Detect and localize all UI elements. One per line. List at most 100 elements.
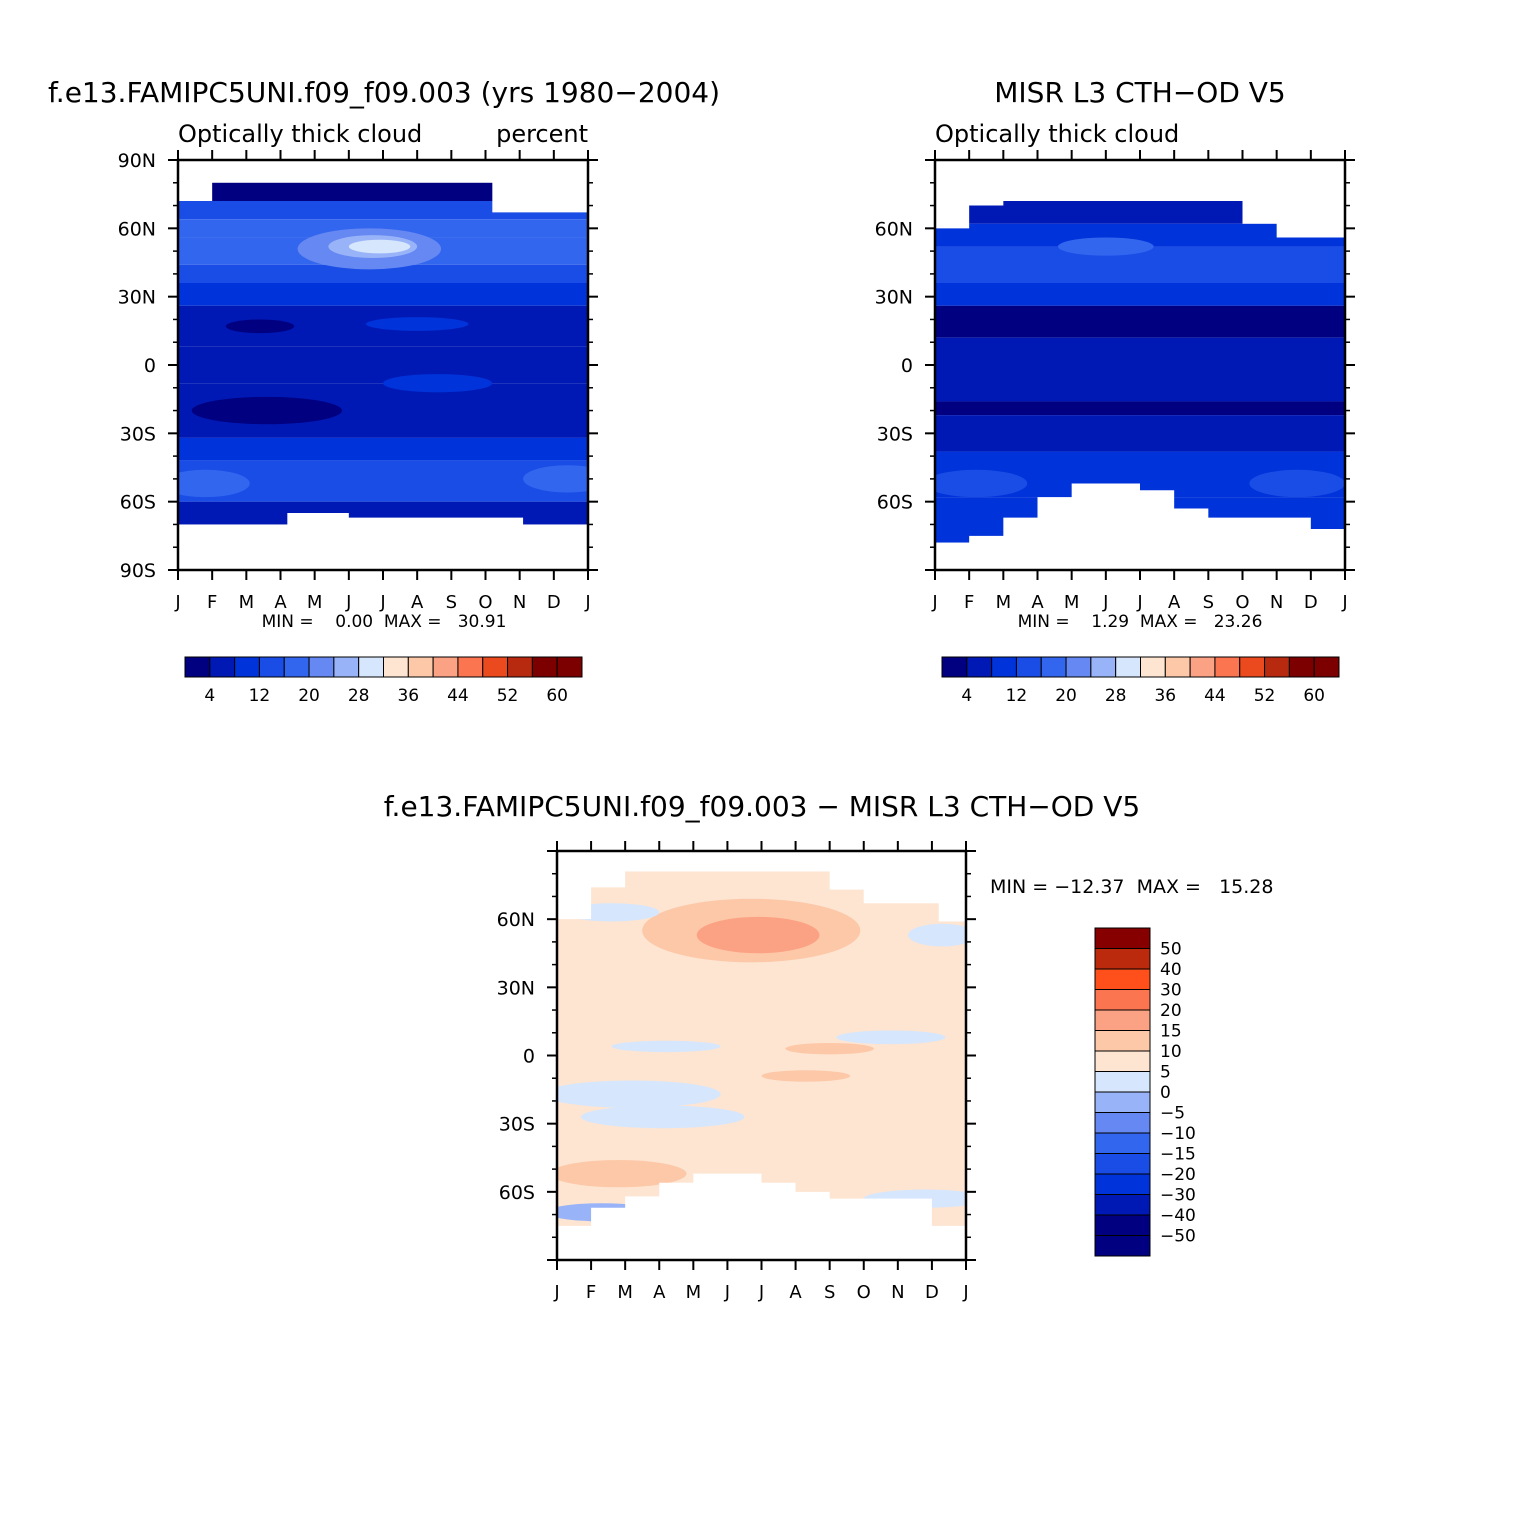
x-tick-label: A: [1031, 592, 1044, 613]
x-tick-label: D: [547, 592, 561, 613]
colorbar-swatch: [1094, 1173, 1151, 1195]
x-tick-label: M: [307, 592, 323, 613]
x-tick-label: F: [586, 1282, 596, 1303]
x-tick-label: M: [617, 1282, 633, 1303]
panel-model-colorbar: 4 12 20 28 36 44 52 60: [184, 656, 583, 706]
y-tick-label: 30N: [497, 977, 535, 999]
contour-region: [580, 1105, 745, 1129]
contour-region: [557, 1160, 687, 1188]
missing-data-mask: [178, 160, 588, 213]
contour-field: [178, 160, 588, 570]
y-tick-label: 30S: [120, 423, 156, 445]
panel-diff: f.e13.FAMIPC5UNI.f09_f09.003 − MISR L3 C…: [384, 790, 1274, 1303]
colorbar-label: 20: [1160, 1001, 1182, 1021]
colorbar-label: 5: [1160, 1063, 1171, 1083]
colorbar-label: 30: [1160, 981, 1182, 1001]
colorbar-label: 52: [497, 686, 519, 706]
x-tick-label: J: [758, 1282, 764, 1303]
panel-obs-colorbar: 4 12 20 28 36 44 52 60: [941, 656, 1340, 706]
contour-band: [935, 305, 1345, 338]
colorbar-swatch: [407, 656, 434, 678]
colorbar-swatch: [1094, 1112, 1151, 1134]
colorbar-swatch: [1094, 1132, 1151, 1154]
contour-region: [523, 465, 588, 493]
x-tick-label: F: [964, 592, 974, 613]
colorbar-label: 28: [348, 686, 370, 706]
colorbar-swatch: [333, 656, 360, 678]
y-tick-label: 30N: [875, 287, 913, 309]
colorbar-label: 36: [397, 686, 419, 706]
colorbar-swatch: [966, 656, 993, 678]
colorbar-swatch: [1140, 656, 1166, 678]
colorbar-swatch: [358, 656, 384, 678]
colorbar-swatch: [1094, 927, 1151, 949]
colorbar-label: −10: [1160, 1124, 1196, 1144]
colorbar-swatch: [209, 656, 236, 678]
colorbar-swatch: [1214, 656, 1241, 678]
contour-region: [611, 1040, 721, 1053]
x-tick-label: J: [1341, 592, 1347, 613]
contour-region: [1249, 469, 1345, 498]
contour-region: [191, 396, 342, 425]
panel-obs-title: MISR L3 CTH−OD V5: [994, 76, 1286, 109]
colorbar-swatch: [531, 656, 558, 678]
colorbar-swatch: [1090, 656, 1117, 678]
y-tick-label: 60S: [120, 492, 156, 514]
x-tick-label: D: [925, 1282, 939, 1303]
colorbar-swatch: [1015, 656, 1042, 678]
colorbar-swatch: [1094, 1214, 1151, 1236]
contour-band: [935, 337, 1345, 402]
contour-region: [178, 469, 250, 498]
x-tick-label: S: [1203, 592, 1214, 613]
colorbar-label: 15: [1160, 1022, 1182, 1042]
x-tick-label: A: [274, 592, 287, 613]
colorbar-label: 4: [961, 686, 972, 706]
colorbar-swatch: [283, 656, 310, 678]
x-tick-label: N: [891, 1282, 904, 1303]
colorbar-swatch: [308, 656, 335, 678]
colorbar-label: 28: [1105, 686, 1127, 706]
panel-diff-stats: MIN = −12.37 MAX = 15.28: [990, 876, 1273, 898]
contour-band: [178, 201, 588, 220]
x-tick-label: D: [1304, 592, 1318, 613]
x-tick-label: O: [857, 1282, 871, 1303]
colorbar-label: 0: [1160, 1083, 1171, 1103]
x-tick-label: J: [1102, 592, 1108, 613]
contour-band: [178, 182, 588, 201]
colorbar-swatch: [457, 656, 484, 678]
colorbar-swatch: [1040, 656, 1067, 678]
colorbar-label: 50: [1160, 940, 1182, 960]
y-tick-label: 0: [523, 1046, 535, 1068]
panel-diff-title: f.e13.FAMIPC5UNI.f09_f09.003 − MISR L3 C…: [384, 790, 1141, 823]
x-tick-label: O: [1235, 592, 1249, 613]
x-tick-label: O: [478, 592, 492, 613]
y-tick-label: 60N: [875, 218, 913, 240]
panel-obs: MISR L3 CTH−OD V5 Optically thick cloud …: [875, 76, 1355, 706]
contour-region: [383, 374, 493, 393]
contour-field: [935, 160, 1345, 570]
colorbar-swatch: [1094, 1030, 1151, 1052]
colorbar-label: 4: [204, 686, 215, 706]
missing-data-mask: [935, 160, 1345, 238]
contour-band: [935, 283, 1345, 306]
contour-band: [178, 437, 588, 461]
contour-region: [836, 1030, 946, 1045]
colorbar-swatch: [1288, 656, 1315, 678]
contour-region: [761, 1070, 851, 1082]
contour-region: [696, 916, 820, 954]
colorbar-label: 20: [1055, 686, 1077, 706]
x-tick-label: M: [996, 592, 1012, 613]
y-tick-label: 90N: [118, 150, 156, 172]
colorbar-label: 12: [1006, 686, 1028, 706]
x-tick-label: M: [239, 592, 255, 613]
colorbar-swatch: [556, 656, 583, 678]
colorbar-swatch: [941, 656, 968, 678]
x-tick-label: A: [411, 592, 424, 613]
x-tick-label: A: [1168, 592, 1181, 613]
colorbar-swatch: [1264, 656, 1290, 678]
x-tick-label: J: [1136, 592, 1142, 613]
colorbar-label: −20: [1160, 1165, 1196, 1185]
contour-region: [1058, 237, 1154, 256]
